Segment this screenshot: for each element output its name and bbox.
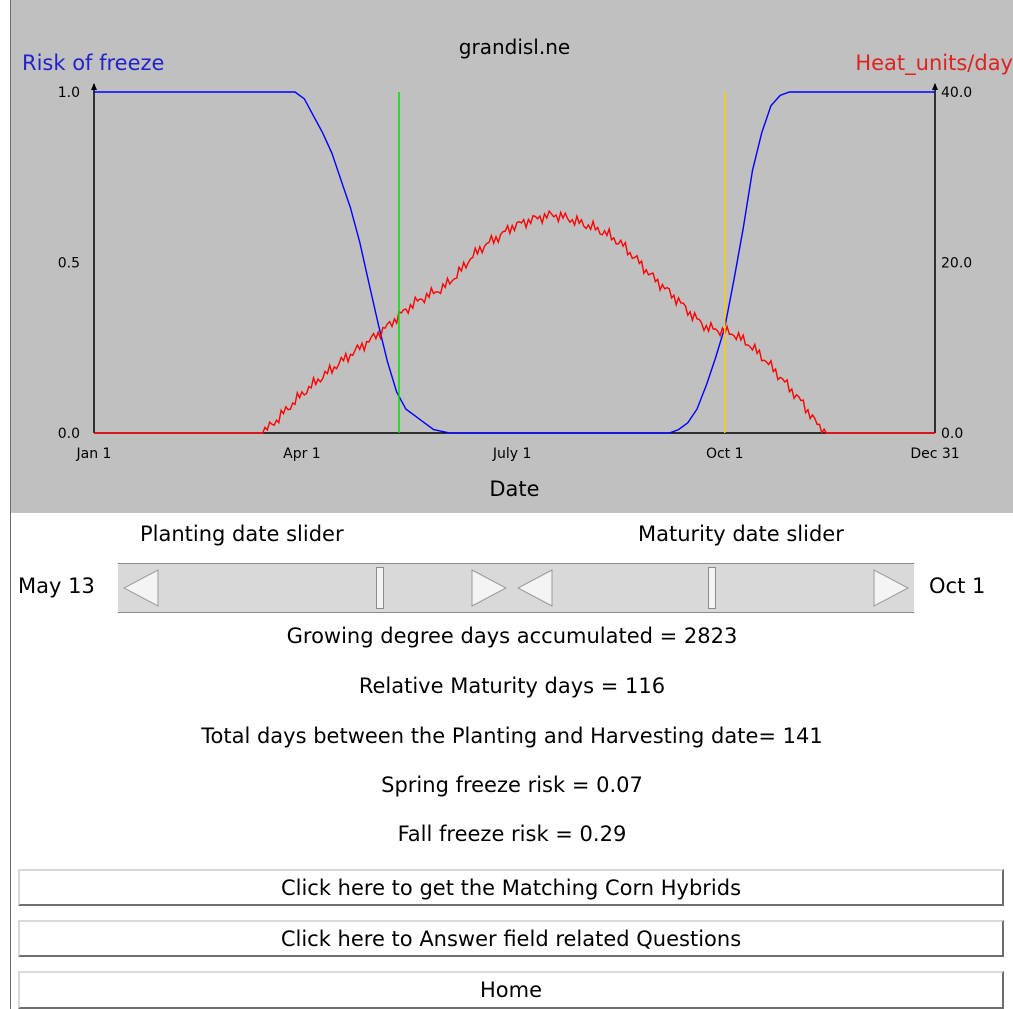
maturity-date-value: Oct 1 — [929, 574, 986, 598]
relative-maturity-text: Relative Maturity days = 116 — [358, 674, 666, 698]
maturity-slider-title: Maturity date slider — [638, 522, 844, 546]
planting-slider-title: Planting date slider — [140, 522, 344, 546]
left-frame — [0, 0, 10, 1009]
planting-slider-thumb[interactable] — [376, 567, 384, 609]
x-tick-label: July 1 — [492, 446, 532, 462]
chart-canvas: grandisl.ne Risk of freeze Heat_units/day D… — [22, 35, 1013, 501]
planting-slider-right-arrow[interactable] — [465, 564, 512, 612]
maturity-slider-left-arrow[interactable] — [512, 564, 559, 612]
planting-date-value: May 13 — [18, 574, 95, 598]
left-y-axis-arrow — [91, 83, 97, 90]
x-tick-label: Jan 1 — [76, 446, 112, 462]
matching-hybrids-button[interactable]: Click here to get the Matching Corn Hybr… — [18, 869, 1004, 906]
right-y-tick-label: 40.0 — [941, 85, 972, 101]
arrow-right-icon — [471, 569, 508, 607]
spring-freeze-risk-text: Spring freeze risk = 0.07 — [381, 773, 643, 797]
right-y-tick-label: 0.0 — [941, 426, 963, 442]
arrow-left-icon — [516, 569, 553, 607]
left-frame-border — [10, 0, 11, 1009]
x-tick-label: Apr 1 — [283, 446, 321, 462]
left-axis-label: Risk of freeze — [22, 51, 164, 75]
left-y-tick-label: 0.5 — [58, 256, 80, 272]
chart-title: grandisl.ne — [459, 35, 570, 59]
x-tick-label: Oct 1 — [706, 446, 744, 462]
heat-units-line — [94, 209, 935, 435]
freeze-risk-line — [94, 91, 935, 434]
arrow-right-icon — [873, 569, 910, 607]
x-axis-label: Date — [489, 477, 539, 501]
arrow-left-icon — [122, 569, 159, 607]
planting-slider-left-arrow[interactable] — [118, 564, 165, 612]
home-button[interactable]: Home — [18, 971, 1004, 1009]
x-tick-label: Dec 31 — [910, 446, 959, 462]
growing-degree-days-text: Growing degree days accumulated = 2823 — [286, 624, 738, 648]
maturity-slider-thumb[interactable] — [708, 567, 716, 609]
right-y-tick-label: 20.0 — [941, 256, 972, 272]
right-y-axis-arrow — [932, 83, 938, 90]
planting-date-slider[interactable] — [118, 563, 512, 613]
left-y-tick-label: 1.0 — [58, 85, 80, 101]
field-questions-button[interactable]: Click here to Answer field related Quest… — [18, 920, 1004, 957]
maturity-slider-right-arrow[interactable] — [867, 564, 914, 612]
right-axis-label: Heat_units/day — [855, 51, 1013, 76]
left-y-tick-label: 0.0 — [58, 426, 80, 442]
fall-freeze-risk-text: Fall freeze risk = 0.29 — [397, 822, 627, 846]
total-days-text: Total days between the Planting and Harv… — [201, 724, 823, 748]
maturity-date-slider[interactable] — [512, 563, 914, 613]
freeze-risk-chart: grandisl.ne Risk of freeze Heat_units/day D… — [11, 0, 1013, 513]
